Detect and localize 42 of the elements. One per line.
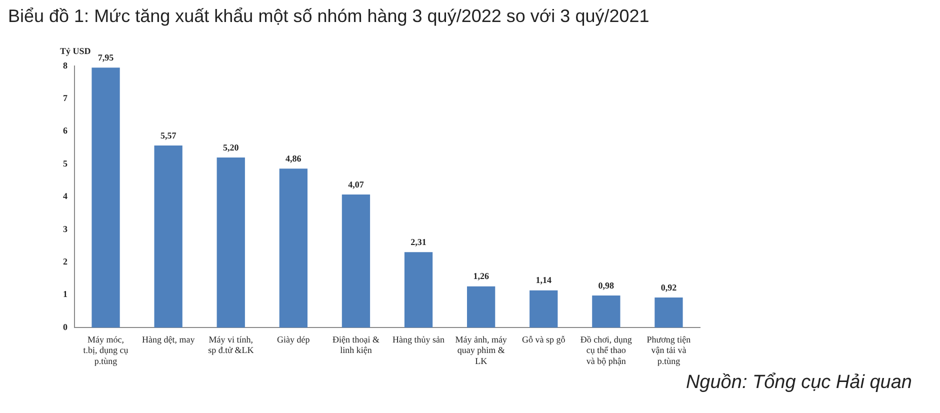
bar [654,298,683,328]
x-tick-label: Hàng dệt, may [142,334,196,344]
data-label: 7,95 [98,52,114,62]
y-tick-label: 5 [63,158,68,168]
y-tick-label: 4 [63,191,68,202]
y-tick-label: 3 [63,224,68,234]
x-tick-label: Giày dép [277,334,310,344]
chart-title: Biểu đồ 1: Mức tăng xuất khẩu một số nhóm hàng 3 quý/2022 so với 3 quý/2021 [8,6,650,27]
text: Nguồn: Tổng cục Hải quan [686,372,912,394]
x-tick-label: Gỗ và sp gỗ [522,334,566,344]
bar [467,286,496,328]
bar [279,168,308,328]
y-tick-label: 6 [63,126,68,136]
x-tick-label: Điện thoại & linh kiện [332,334,380,356]
y-tick-label: 0 [63,322,68,332]
data-label: 2,31 [410,236,427,247]
bar [92,68,120,328]
bar [404,252,433,328]
x-tick-label: Hàng thủy sản [392,334,446,344]
x-tick-label: Máy móc, t.bị, dụng cụ p.tùng [83,334,129,366]
x-tick-label: Phương tiện vận tải và p.tùng [646,334,692,366]
y-tick-label: 7 [63,93,68,104]
data-label: 0,92 [660,282,678,292]
bar [530,290,558,328]
data-label: 5,20 [223,142,240,152]
bar [592,296,620,328]
bar [342,194,370,328]
bar [154,145,182,328]
bar [216,158,245,328]
data-label: 1,26 [473,271,490,282]
y-axis-title: Tỷ USD [60,46,92,56]
data-label: 0,98 [598,280,615,290]
data-label: 5,57 [160,130,177,140]
y-tick-label: 8 [63,60,68,70]
x-tick-label: Đồ chơi, dụng cụ thể thao và bộ phận [580,334,632,366]
y-tick-label: 2 [63,256,68,267]
data-label: 4,07 [348,179,364,190]
y-tick-label: 1 [63,289,68,300]
data-label: 4,86 [286,154,302,164]
x-tick-label: Máy vi tính, sp đ.tử &LK [208,334,254,356]
x-tick-label: Máy ảnh, máy quay phim & LK [455,334,508,366]
data-label: 1,14 [536,275,552,286]
